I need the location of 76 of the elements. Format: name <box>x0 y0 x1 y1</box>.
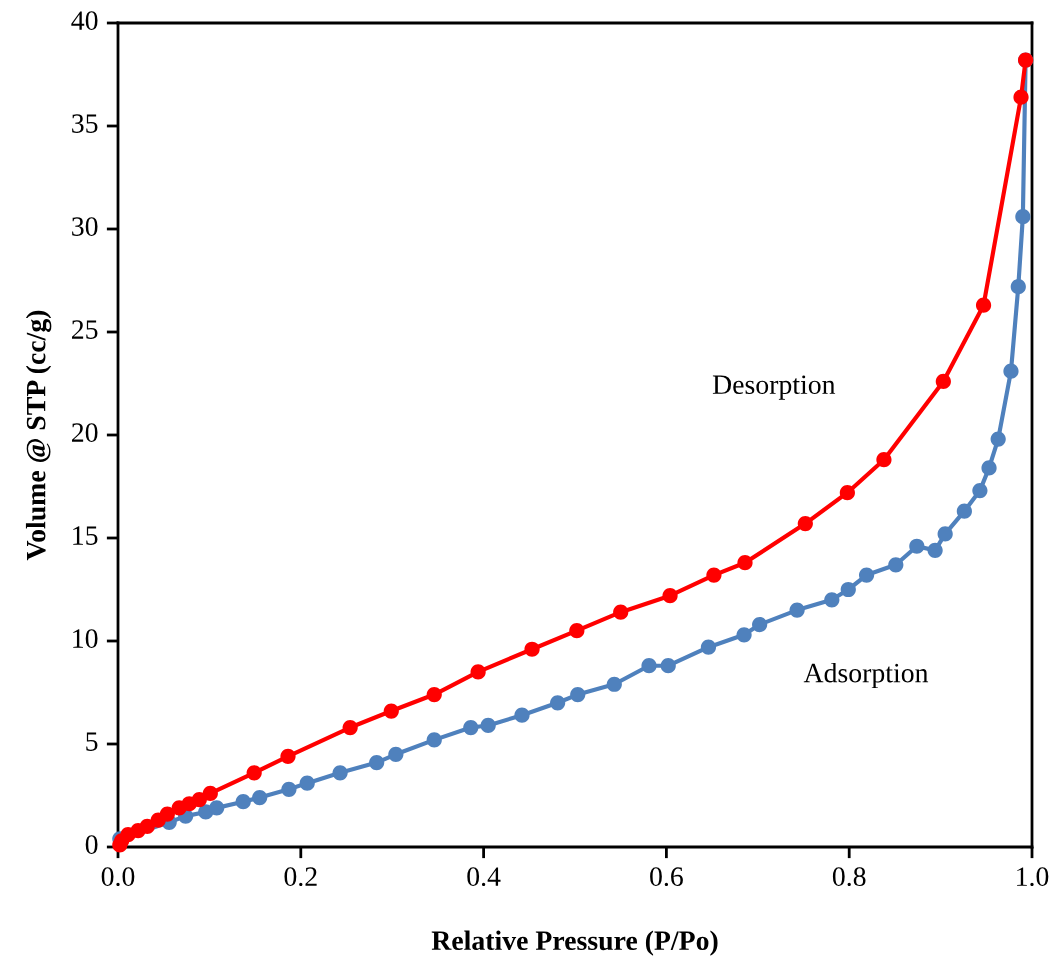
point <box>569 623 585 639</box>
point <box>426 732 442 748</box>
point <box>909 538 925 554</box>
point <box>202 785 218 802</box>
y-tick-label: 15 <box>73 526 98 545</box>
point <box>480 717 496 734</box>
y-tick-label: 25 <box>72 320 98 339</box>
y-tick-label: 20 <box>72 423 98 442</box>
x-tick-label: 0.0 <box>101 867 135 887</box>
point <box>112 837 128 853</box>
point <box>937 526 953 542</box>
text: Desorption <box>712 375 836 400</box>
x-tick-label: 0.2 <box>284 867 317 887</box>
point <box>1013 89 1029 105</box>
point <box>840 581 856 598</box>
y-tick-label: 30 <box>72 217 98 236</box>
point <box>876 452 892 468</box>
y-tick-label: 40 <box>71 11 98 30</box>
point <box>888 557 904 573</box>
point <box>252 789 268 806</box>
point <box>426 686 442 703</box>
point <box>935 373 951 390</box>
point <box>752 616 768 633</box>
point <box>975 297 992 313</box>
point <box>660 658 676 674</box>
x-axis-title: Relative Pressure (P/Po) <box>431 930 718 956</box>
point <box>299 775 315 791</box>
point <box>981 460 997 476</box>
point <box>171 800 187 816</box>
point <box>956 503 972 519</box>
x-tick-label: 0.8 <box>832 867 866 887</box>
point <box>641 658 657 674</box>
point <box>613 604 629 620</box>
point <box>524 641 540 657</box>
point <box>463 719 479 736</box>
point <box>281 781 297 797</box>
point <box>470 664 486 680</box>
x-tick-label: 0.4 <box>467 867 501 887</box>
point <box>797 515 813 532</box>
point <box>369 754 385 771</box>
point <box>606 676 622 692</box>
point <box>1015 209 1031 225</box>
y-axis-title: Volume @ STP (cc/g) <box>25 310 52 561</box>
point <box>383 703 399 719</box>
point <box>342 719 358 736</box>
point <box>972 483 988 499</box>
point <box>570 686 586 703</box>
point <box>550 695 566 711</box>
point <box>150 812 166 828</box>
point <box>824 592 840 608</box>
point <box>235 794 251 810</box>
point <box>990 431 1006 447</box>
point <box>789 602 805 618</box>
point <box>927 542 943 558</box>
x-tick-label: 1.0 <box>1017 867 1049 887</box>
point <box>662 588 678 604</box>
point <box>1010 279 1026 295</box>
point <box>737 555 753 571</box>
y-tick-label: 10 <box>73 629 98 648</box>
y-tick-label: 0 <box>85 835 98 854</box>
point <box>1003 363 1019 379</box>
point <box>700 639 717 655</box>
x-tick-label: 0.6 <box>650 867 683 887</box>
point <box>209 800 225 816</box>
point <box>246 765 262 781</box>
series-label: Adsorption <box>803 662 929 689</box>
point <box>706 567 722 583</box>
point <box>858 567 875 583</box>
point <box>332 765 348 781</box>
point <box>280 748 296 764</box>
point <box>514 707 530 723</box>
y-tick-label: 35 <box>72 114 98 133</box>
y-tick-label: 5 <box>86 732 98 751</box>
point <box>388 746 404 762</box>
point <box>839 485 855 501</box>
point <box>736 627 752 643</box>
